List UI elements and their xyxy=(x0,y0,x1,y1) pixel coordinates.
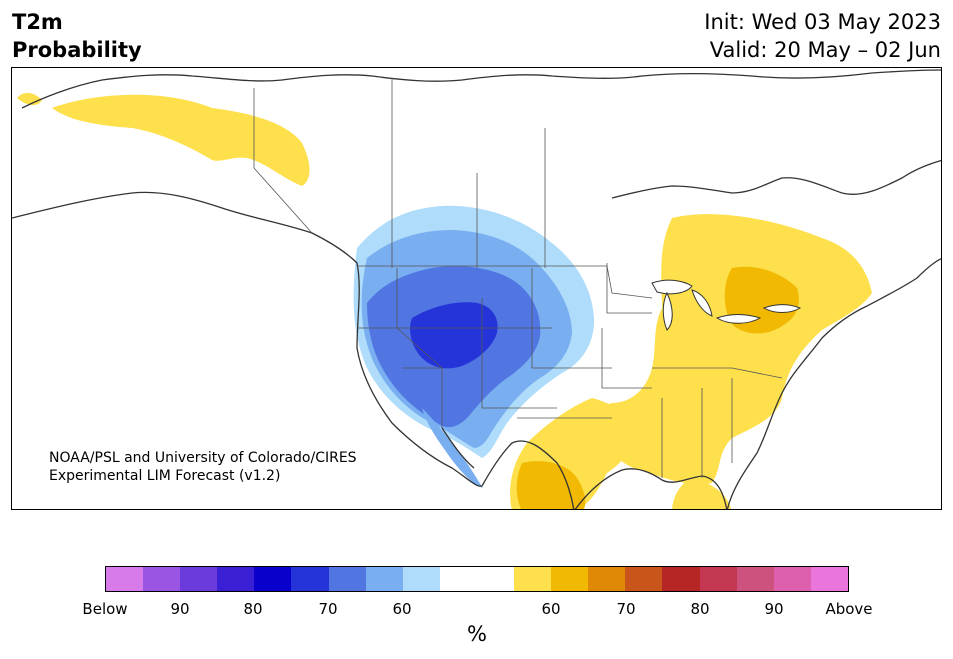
tick-below: Below xyxy=(82,600,128,618)
alaska-above-normal-region xyxy=(17,92,42,106)
tick-above-90: 90 xyxy=(764,600,784,618)
colorbar-cell-19 xyxy=(810,567,848,591)
canada-above-normal-region xyxy=(52,94,310,186)
colorbar-unit: % xyxy=(467,622,487,646)
colorbar-cell-14 xyxy=(625,567,663,591)
tick-above: Above xyxy=(825,600,873,618)
colorbar-cell-17 xyxy=(736,567,774,591)
tick-below-70: 70 xyxy=(318,600,338,618)
colorbar-cell-7 xyxy=(365,567,403,591)
colorbar-cell-2 xyxy=(180,567,218,591)
colorbar-cell-9 xyxy=(439,567,477,591)
probability-label: Probability xyxy=(12,38,142,62)
colorbar-cell-15 xyxy=(662,567,700,591)
colorbar-cell-1 xyxy=(143,567,181,591)
colorbar-cell-12 xyxy=(551,567,589,591)
colorbar-cell-16 xyxy=(699,567,737,591)
texas-above-70-region xyxy=(516,461,586,509)
colorbar-cell-0 xyxy=(106,567,144,591)
great-lakes xyxy=(651,279,802,331)
colorbar-cell-8 xyxy=(402,567,440,591)
colorbar xyxy=(105,566,849,592)
colorbar-cell-6 xyxy=(328,567,366,591)
west-below-90-region xyxy=(410,302,498,369)
valid-range: Valid: 20 May – 02 Jun xyxy=(709,38,941,62)
map-svg xyxy=(12,69,941,509)
coastlines xyxy=(12,69,941,509)
forecast-map xyxy=(11,67,942,510)
tick-above-70: 70 xyxy=(616,600,636,618)
chart-title: T2m Probability xyxy=(12,8,142,64)
variable-label: T2m xyxy=(12,10,63,34)
baja-below-70-region xyxy=(422,408,484,488)
colorbar-cell-11 xyxy=(514,567,552,591)
credit-line-1: NOAA/PSL and University of Colorado/CIRE… xyxy=(49,450,357,466)
tick-above-80: 80 xyxy=(690,600,710,618)
colorbar-cell-10 xyxy=(476,567,515,591)
colorbar-cell-18 xyxy=(773,567,811,591)
init-date: Init: Wed 03 May 2023 xyxy=(704,10,941,34)
tick-above-60: 60 xyxy=(541,600,561,618)
tick-below-80: 80 xyxy=(243,600,263,618)
political-borders xyxy=(253,78,783,478)
tick-below-60: 60 xyxy=(392,600,412,618)
colorbar-cell-13 xyxy=(588,567,626,591)
credit-line-2: Experimental LIM Forecast (v1.2) xyxy=(49,468,281,484)
forecast-dates: Init: Wed 03 May 2023 Valid: 20 May – 02… xyxy=(704,8,941,64)
credit-text: NOAA/PSL and University of Colorado/CIRE… xyxy=(49,449,357,485)
tick-below-90: 90 xyxy=(170,600,190,618)
colorbar-cell-5 xyxy=(291,567,329,591)
eastern-above-normal-region xyxy=(588,214,872,485)
colorbar-cell-3 xyxy=(217,567,255,591)
colorbar-cell-4 xyxy=(254,567,292,591)
florida-above-normal-region xyxy=(672,478,732,509)
